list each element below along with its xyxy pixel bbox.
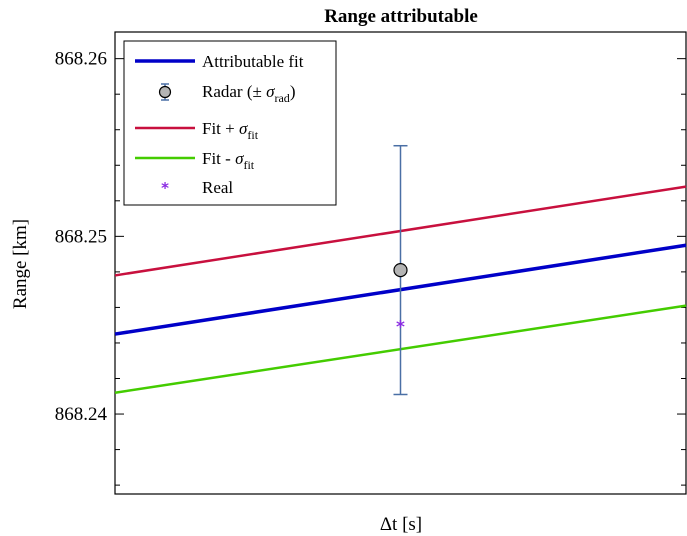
- y-tick-label: 868.25: [55, 226, 107, 247]
- y-tick-label: 868.26: [55, 49, 107, 70]
- markers-layer: *: [393, 144, 408, 396]
- legend-box: [123, 40, 337, 206]
- legend-swatch-radar-marker: [158, 85, 172, 99]
- x-axis-title: Δt [s]: [380, 514, 422, 535]
- radar-point: [393, 263, 408, 278]
- y-tick-label: 868.24: [55, 404, 108, 425]
- legend: Attributable fit Radar (± σrad) Fit + σf…: [123, 40, 337, 206]
- y-axis-title: Range [km]: [10, 219, 31, 309]
- legend-label-attributable-fit: Attributable fit: [202, 52, 304, 71]
- real-point: *: [396, 317, 405, 337]
- chart-title: Range attributable: [324, 6, 478, 27]
- legend-label-fit-plus: Fit + σfit: [202, 119, 259, 142]
- legend-label-fit-minus: Fit - σfit: [202, 149, 255, 172]
- legend-label-real: Real: [202, 178, 233, 197]
- legend-label-radar: Radar (± σrad): [202, 82, 295, 105]
- legend-swatch-real: *: [161, 179, 169, 197]
- y-axis-ticks: 868.24 868.25 868.26: [55, 49, 686, 486]
